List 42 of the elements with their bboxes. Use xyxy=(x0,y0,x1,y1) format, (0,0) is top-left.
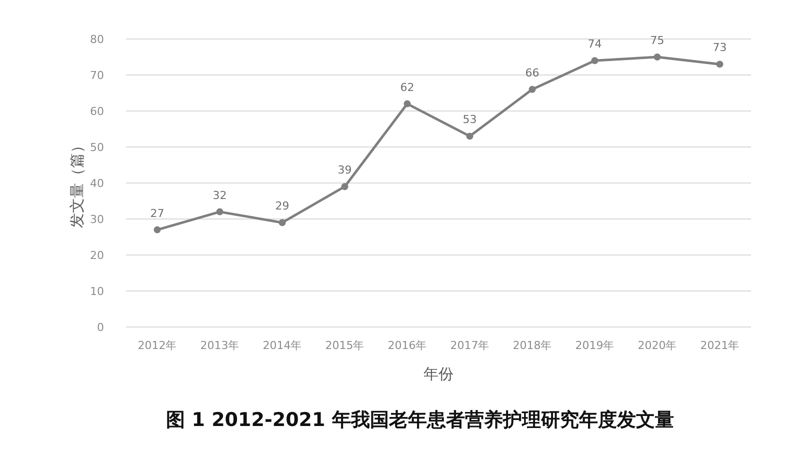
point xyxy=(654,54,661,60)
text: 图 1 2012-2021 年我国老年患者营养护理研究年度发文量 xyxy=(166,409,674,431)
y-tick-label: 10 xyxy=(90,285,104,298)
point xyxy=(716,60,724,68)
x-tick-label: 2018年 xyxy=(512,339,552,352)
x-tick-label: 2019年 xyxy=(575,339,614,352)
point xyxy=(466,132,474,140)
point xyxy=(591,57,598,64)
y-tick-label: 40 xyxy=(90,177,104,190)
data-label: 75 xyxy=(650,34,664,47)
data-label: 74 xyxy=(588,38,602,51)
x-axis-title: 年份 xyxy=(424,365,454,383)
data-label: 62 xyxy=(400,80,414,94)
y-tick-label: 20 xyxy=(90,249,104,262)
data-label: 53 xyxy=(462,113,477,126)
x-tick-label: 2021年 xyxy=(700,339,740,352)
point xyxy=(404,100,411,108)
x-tick-label: 2015年 xyxy=(325,339,364,352)
data-label: 32 xyxy=(212,188,227,202)
y-tick-label: 60 xyxy=(90,105,104,118)
data-label: 29 xyxy=(275,200,290,213)
x-tick-label: 2016年 xyxy=(388,339,427,352)
y-tick-label: 80 xyxy=(90,33,104,46)
point xyxy=(216,208,224,216)
data-label: 39 xyxy=(338,164,352,177)
x-tick-label: 2014年 xyxy=(262,339,302,352)
x-tick-label: 2013年 xyxy=(200,339,240,352)
y-tick-label: 0 xyxy=(97,321,104,334)
point xyxy=(341,183,348,190)
y-axis-title: 发文量（篇） xyxy=(68,138,86,228)
y-tick-label: 50 xyxy=(90,141,104,154)
y-tick-label: 70 xyxy=(90,69,104,82)
point xyxy=(154,226,161,234)
y-tick-label: 30 xyxy=(90,213,104,226)
x-tick-label: 2012年 xyxy=(138,339,177,352)
data-label: 73 xyxy=(712,41,727,54)
point xyxy=(278,219,286,226)
point xyxy=(528,86,536,93)
x-tick-label: 2017年 xyxy=(450,339,490,352)
x-tick-label: 2020年 xyxy=(638,339,677,352)
data-label: 66 xyxy=(525,66,540,80)
data-label: 27 xyxy=(150,206,164,220)
